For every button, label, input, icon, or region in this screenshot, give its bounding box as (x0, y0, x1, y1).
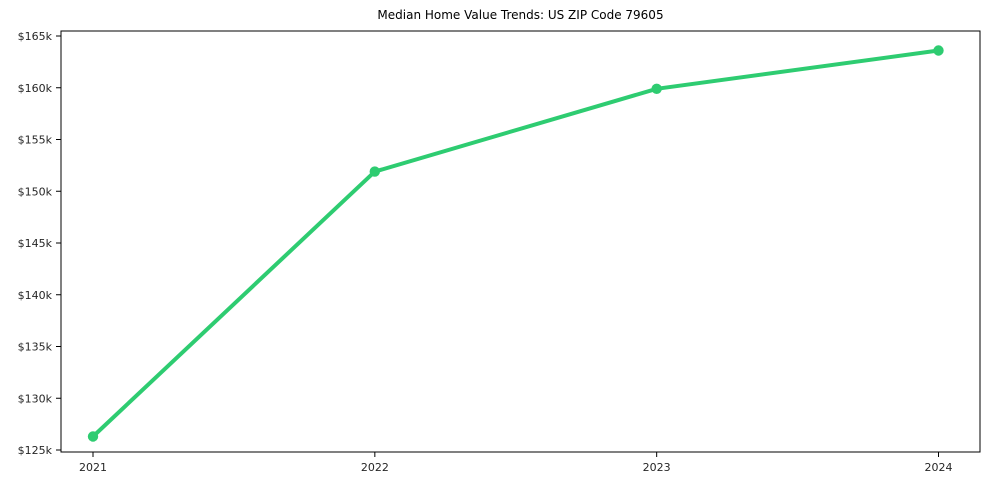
y-tick-label: $160k (18, 82, 53, 95)
data-point-marker (651, 83, 662, 95)
y-tick-label: $135k (18, 341, 53, 354)
plot-area-border (60, 30, 981, 453)
x-tick-label: 2024 (925, 461, 953, 474)
data-point-marker (933, 45, 944, 56)
y-tick-label: $140k (18, 289, 53, 302)
y-tick-label: $125k (18, 444, 53, 457)
x-tick-label: 2022 (361, 461, 389, 474)
x-tick-label: 2021 (79, 461, 107, 474)
data-point-marker (369, 166, 380, 177)
chart-title: Median Home Value Trends: US ZIP Code 79… (377, 8, 664, 22)
x-tick-label: 2023 (643, 461, 671, 474)
y-tick-label: $155k (18, 134, 53, 147)
y-tick-label: $150k (18, 185, 53, 198)
series-line (91, 48, 941, 439)
y-tick-label: $145k (18, 237, 53, 250)
data-point-marker (87, 431, 99, 442)
y-tick-label: $165k (18, 30, 53, 43)
y-tick-label: $130k (18, 392, 53, 405)
